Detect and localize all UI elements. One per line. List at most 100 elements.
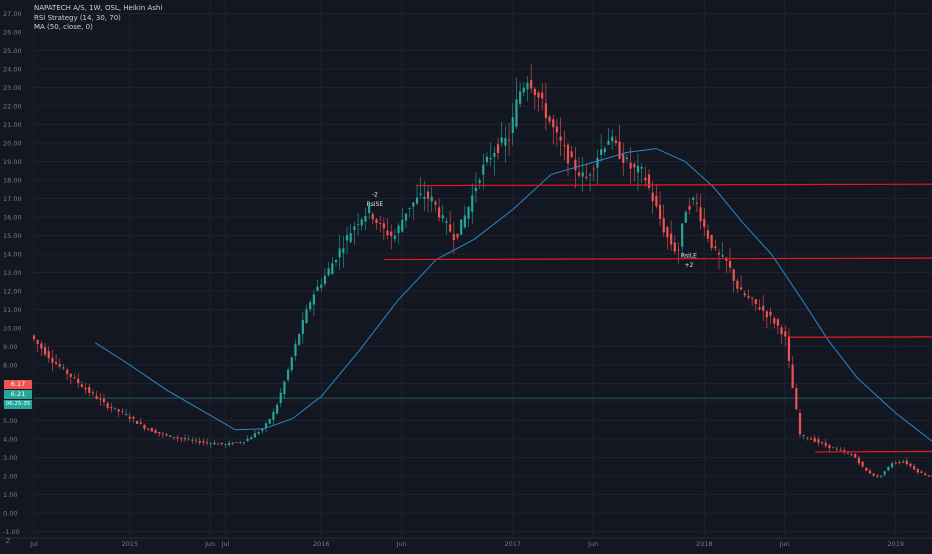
y-axis-tick: 5.00 (3, 417, 17, 425)
candle-body (570, 151, 573, 158)
candle-body (275, 404, 279, 414)
candle-body (861, 461, 864, 467)
candle-body (879, 475, 883, 477)
candle-body (128, 416, 131, 419)
ma50-line (95, 148, 932, 442)
candle-body (106, 403, 109, 408)
candle-body (327, 268, 330, 276)
candle-body (692, 197, 695, 200)
candle-body (552, 119, 555, 128)
candle-body (124, 413, 128, 415)
price-tag-sell: 6.17 (4, 380, 32, 389)
candle-body (798, 413, 802, 435)
candle-body (154, 430, 157, 434)
candle-body (279, 392, 282, 403)
candle-body (717, 252, 721, 255)
candle-body (312, 294, 315, 305)
candle-body (574, 159, 577, 171)
candle-body (434, 201, 437, 205)
candle-body (47, 351, 50, 359)
candle-body (515, 99, 518, 127)
candle-body (489, 158, 492, 160)
candle-body (563, 145, 566, 147)
candle-body (202, 441, 205, 443)
symbol-title: NAPATECH A/S, 1W, OSL, Heikin Ashi (34, 4, 163, 12)
candle-body (84, 387, 87, 390)
candle-body (622, 154, 625, 163)
y-axis-tick: 16.00 (3, 214, 22, 222)
candle-body (217, 443, 220, 445)
candle-body (309, 302, 312, 310)
x-axis-tick: Jun (587, 540, 598, 548)
candle-body (824, 442, 827, 446)
y-axis-tick: 26.00 (3, 29, 22, 37)
candle-body (703, 218, 706, 228)
candle-body (66, 369, 69, 374)
candle-body (533, 88, 536, 96)
candle-body (673, 242, 676, 252)
y-axis-tick: 1.00 (3, 491, 17, 499)
y-axis-tick: 3.00 (3, 454, 17, 462)
y-axis-tick: 13.00 (3, 269, 22, 277)
timezone-corner[interactable]: Z (6, 538, 11, 545)
candle-body (51, 358, 54, 363)
candle-body (290, 357, 293, 370)
candle-body (710, 234, 713, 248)
candle-body (445, 221, 448, 223)
candle-body (614, 140, 617, 144)
candle-body (460, 219, 463, 235)
candle-body (298, 333, 301, 345)
candle-body (345, 235, 349, 241)
candle-body (99, 398, 102, 400)
candle-body (522, 87, 525, 93)
candle-body (828, 444, 831, 448)
signal-label: -2 (372, 192, 378, 199)
x-axis-tick: Jun (779, 540, 790, 548)
candle-body (846, 452, 849, 454)
candle-body (283, 381, 286, 395)
candle-body (386, 230, 389, 236)
x-axis-tick: 2016 (313, 540, 330, 548)
x-axis-tick: 2017 (504, 540, 521, 548)
candle-body (334, 260, 338, 263)
candle-body (526, 82, 529, 90)
candle-body (261, 429, 264, 431)
y-axis-tick: 18.00 (3, 177, 22, 185)
candle-body (198, 441, 201, 443)
candle-body (136, 421, 139, 424)
candle-body (161, 433, 164, 435)
candle-body (658, 205, 662, 219)
candle-body (555, 126, 559, 133)
candle-body (559, 136, 562, 141)
candle-body (773, 318, 776, 324)
candle-body (666, 227, 669, 238)
candle-body (611, 136, 614, 142)
candle-body (183, 438, 187, 440)
candle-body (850, 454, 853, 456)
candle-body (714, 246, 717, 249)
y-axis-tick: 24.00 (3, 66, 22, 74)
candle-body (585, 176, 588, 179)
candle-body (272, 411, 275, 420)
candle-body (287, 369, 290, 380)
candle-body (73, 377, 76, 379)
candle-body (437, 207, 441, 218)
candle-body (169, 435, 172, 437)
candle-body (537, 92, 540, 98)
candle-body (780, 327, 783, 335)
candle-body (95, 395, 98, 399)
candle-body (791, 364, 794, 389)
grid-layer: -1.000.001.002.003.004.005.006.007.008.0… (3, 0, 932, 548)
y-axis-tick: 19.00 (3, 158, 22, 166)
candle-body (548, 116, 551, 122)
candle-body (224, 444, 227, 445)
candle-body (379, 223, 382, 224)
candle-body (670, 233, 673, 245)
candle-body (231, 443, 234, 444)
signal-label: +2 (685, 262, 694, 269)
candle-body (636, 165, 640, 173)
candle-body (77, 378, 80, 384)
